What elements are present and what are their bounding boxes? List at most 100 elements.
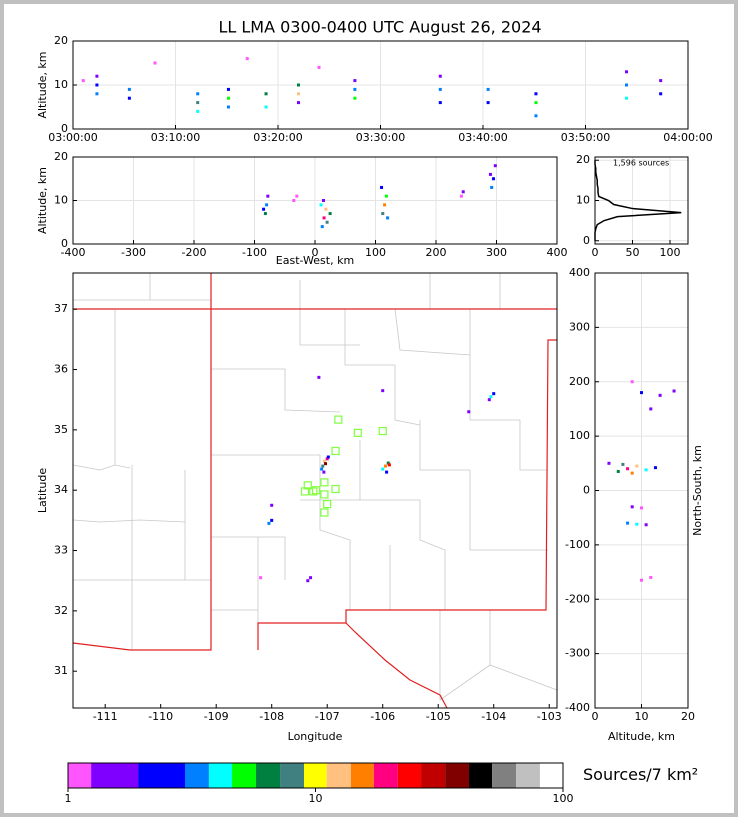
source-cell — [491, 177, 495, 181]
x-tick-label: 0 — [592, 710, 599, 723]
x-tick-label: 04:00:00 — [663, 131, 712, 144]
source-cell — [630, 471, 634, 475]
y-tick-label: 0 — [61, 237, 68, 250]
annotation: 1,596 sources — [613, 159, 669, 168]
colorbar-segment — [232, 763, 257, 788]
source-cell — [534, 101, 538, 105]
source-cell — [81, 79, 85, 83]
x-tick-label: 400 — [547, 246, 568, 259]
source-cell — [306, 579, 310, 583]
colorbar-segment — [256, 763, 281, 788]
source-cell — [317, 65, 321, 69]
x-tick-label: -108 — [259, 710, 284, 723]
y-tick-label: -100 — [565, 538, 590, 551]
station — [303, 481, 312, 490]
x-tick-label: 03:10:00 — [151, 131, 200, 144]
source-cell — [659, 92, 663, 96]
x-tick-label: -300 — [121, 246, 146, 259]
source-cell — [270, 518, 274, 522]
source-cell — [297, 83, 300, 87]
source-cell — [324, 462, 328, 466]
colorbar-label: Sources/7 km² — [583, 765, 698, 784]
x-tick-label: -106 — [370, 710, 395, 723]
x-tick-label: 10 — [309, 792, 323, 805]
x-tick-label: -100 — [242, 246, 267, 259]
source-cell — [489, 395, 493, 399]
source-cell — [625, 96, 628, 100]
source-cell — [640, 506, 643, 510]
source-cell — [196, 92, 200, 96]
x-tick-label: 100 — [365, 246, 386, 259]
x-tick-label: 03:00:00 — [48, 131, 97, 144]
source-cell — [326, 455, 330, 459]
source-cell — [127, 87, 131, 91]
source-cell — [644, 523, 648, 527]
source-cell — [635, 522, 639, 526]
source-cell — [266, 194, 270, 198]
source-cell — [534, 114, 538, 118]
colorbar-segment — [326, 763, 351, 788]
x-axis-label: East-West, km — [276, 254, 354, 267]
x-tick-label: -103 — [537, 710, 562, 723]
y-tick-label: 400 — [569, 266, 590, 279]
source-cell — [381, 389, 385, 393]
source-cell — [625, 83, 628, 87]
colorbar-segment — [445, 763, 469, 788]
station — [309, 487, 318, 496]
source-cell — [438, 87, 442, 91]
source-cell — [95, 74, 99, 78]
x-tick-label: -400 — [61, 246, 86, 259]
x-tick-label: 0 — [312, 246, 319, 259]
source-cell — [321, 199, 325, 202]
colorbar-segment — [373, 763, 398, 788]
source-cell — [607, 461, 611, 465]
y-tick-label: 100 — [569, 429, 590, 442]
source-cell — [653, 466, 657, 470]
y-tick-label: -200 — [565, 592, 590, 605]
source-cell — [322, 216, 326, 220]
source-cell — [295, 194, 299, 198]
x-tick-label: 03:50:00 — [561, 131, 610, 144]
colorbar-segment — [208, 763, 233, 788]
y-tick-label: 0 — [61, 122, 68, 135]
colorbar-segment — [185, 763, 209, 788]
axes-frame — [594, 272, 689, 709]
source-cell — [270, 503, 274, 507]
x-tick-label: 20 — [681, 710, 695, 723]
x-tick-label: 1 — [65, 792, 72, 805]
station — [353, 428, 362, 437]
x-tick-label: -104 — [481, 710, 506, 723]
source-cell — [322, 470, 326, 474]
source-cell — [381, 467, 385, 471]
axes-frame — [72, 272, 558, 709]
source-cell — [386, 461, 390, 465]
source-cell — [534, 92, 538, 96]
y-tick-label: 0 — [583, 234, 590, 247]
source-cell — [381, 212, 385, 216]
colorbar-segment — [91, 763, 139, 788]
y-tick-label: 33 — [54, 544, 68, 557]
y-tick-label: 10 — [576, 194, 590, 207]
source-cell — [322, 459, 326, 463]
source-cell — [321, 464, 325, 468]
x-tick-label: 100 — [660, 246, 681, 259]
colorbar-segment — [421, 763, 446, 788]
x-axis-label: Altitude, km — [608, 730, 675, 743]
x-tick-label: 50 — [626, 246, 640, 259]
source-cell — [226, 105, 230, 109]
source-cell — [461, 190, 465, 194]
colorbar-segment — [397, 763, 422, 788]
source-cell — [385, 470, 389, 474]
source-cell — [625, 70, 628, 74]
x-tick-label: 03:40:00 — [458, 131, 507, 144]
x-tick-label: -111 — [93, 710, 118, 723]
station — [320, 478, 329, 487]
y-tick-label: 300 — [569, 320, 590, 333]
x-tick-label: 03:30:00 — [356, 131, 405, 144]
x-tick-label: -105 — [426, 710, 451, 723]
source-cell — [353, 96, 357, 100]
source-cell — [488, 172, 492, 176]
source-cell — [264, 92, 268, 96]
source-cell — [297, 92, 300, 96]
